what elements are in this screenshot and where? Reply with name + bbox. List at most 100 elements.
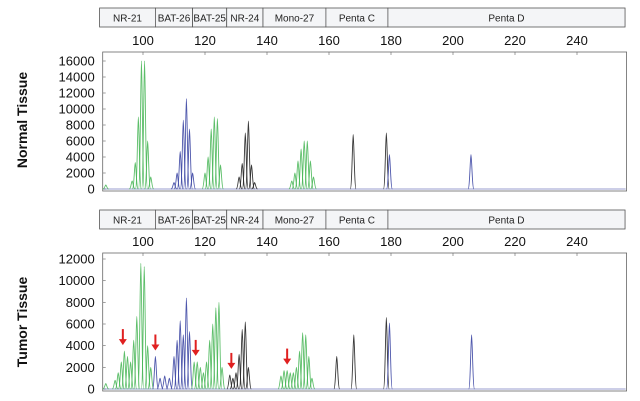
peak [251,182,258,190]
peak [235,176,243,190]
y-tick-label: 2000 [66,360,95,375]
x-tick-label: 120 [194,33,216,48]
y-tick-label: 0 [87,182,94,197]
peak [135,116,142,190]
x-tick-label: 240 [566,234,588,249]
y-tick-label: 6000 [66,134,95,149]
peak [217,164,224,190]
peak [277,375,285,390]
peak [170,356,178,390]
marker-box [387,7,626,28]
peak [206,339,213,390]
peak [232,372,240,390]
peak [383,132,390,190]
marker-label: BAT-26 [158,216,191,227]
peak [203,361,210,390]
marker-label: NR-24 [230,216,259,227]
peak [189,172,196,190]
x-tick-label: 220 [504,234,526,249]
x-tick-label: 140 [256,33,278,48]
marker-label: BAT-25 [193,216,226,227]
peak [291,172,299,190]
red-arrow-icon [191,339,200,356]
peak [102,383,109,390]
y-tick-label: 12000 [59,86,95,101]
peak [386,154,393,190]
x-tick-label: 140 [256,234,278,249]
peak [130,339,138,390]
y-tick-label: 14000 [59,70,95,85]
peak [333,356,341,390]
x-tick-label: 200 [442,234,464,249]
x-tick-label: 120 [194,234,216,249]
peak [297,148,305,190]
peak [141,60,148,190]
y-tick-label: 4000 [66,150,95,165]
peak [235,353,243,390]
peak [114,372,122,390]
marker-label: Penta C [339,14,375,25]
x-tick-label: 180 [380,234,402,249]
normal-tissue-panel: NR-21 BAT-26 BAT-25 NR-24 Mono-27 Penta C Pent… [14,7,628,197]
peak [204,156,212,190]
y-axis-label: Tumor Tissue [14,277,30,368]
red-arrow-icon [118,329,127,346]
y-tick-label: 12000 [59,252,95,267]
peak [147,176,155,190]
marker-label: NR-21 [113,14,142,25]
peak [214,118,221,190]
peak [131,162,139,190]
peak [288,180,295,190]
x-tick-label: 160 [318,33,340,48]
peak [245,366,252,390]
peak [293,366,300,390]
x-tick-label: 100 [132,33,154,48]
peak [173,339,181,390]
marker-label: BAT-25 [193,14,226,25]
peak [140,266,148,390]
peak [183,297,190,390]
peak [161,375,169,390]
peak [296,350,303,390]
x-tick-label: 220 [504,33,526,48]
peak [241,132,249,190]
plot-frame [102,252,628,392]
marker-label: NR-24 [230,14,259,25]
y-tick-label: 10000 [59,273,95,288]
y-axis-label: Normal Tissue [14,72,30,168]
peak [186,128,193,190]
marker-label: BAT-26 [158,14,191,25]
x-tick-label: 180 [380,33,402,48]
peak [350,334,358,390]
peak [201,172,209,190]
peak [305,356,313,390]
peak [248,164,255,190]
peak [133,315,141,390]
peak [215,301,223,390]
peak [238,328,246,390]
peak [468,334,475,390]
peak [173,172,181,190]
y-tick-label: 8000 [66,295,95,310]
peak [294,160,302,190]
red-arrow-icon [151,334,160,351]
peak [102,184,109,190]
peak [179,334,187,390]
marker-box [387,209,626,230]
y-tick-label: 6000 [66,317,95,332]
peak [156,377,164,390]
peak [129,180,136,190]
marker-label: Penta D [488,14,524,25]
peak [386,322,393,390]
peak [200,372,207,390]
y-tick-label: 8000 [66,118,95,133]
red-arrow-icon [283,348,292,365]
peak [218,366,226,390]
peak [290,372,297,390]
peak [245,120,252,190]
peak [207,128,215,190]
peak [117,361,125,390]
peak [186,331,193,390]
peak [179,119,187,190]
x-tick-label: 240 [566,33,588,48]
